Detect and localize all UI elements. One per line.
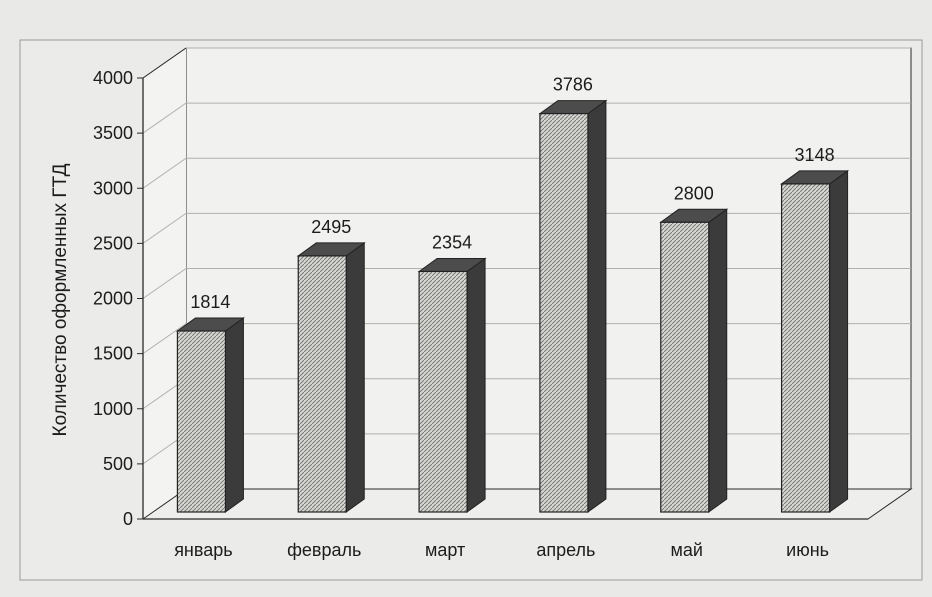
data-label: 2495 bbox=[311, 217, 351, 237]
gridline bbox=[142, 157, 911, 189]
x-tick-label: февраль bbox=[287, 540, 361, 560]
x-tick-label: март bbox=[425, 540, 465, 560]
bar-side bbox=[708, 208, 728, 513]
bar-group: 3148 bbox=[780, 145, 850, 513]
y-tick-label: 500 bbox=[103, 454, 133, 474]
y-tick-label: 1000 bbox=[93, 399, 133, 419]
bar-group: 1814 bbox=[175, 292, 245, 513]
y-tick-label: 3000 bbox=[93, 178, 133, 198]
bar bbox=[660, 221, 710, 513]
bar bbox=[176, 330, 227, 513]
y-tick-label: 4000 bbox=[93, 68, 133, 88]
bar-group: 3786 bbox=[538, 75, 608, 513]
bar-group: 2354 bbox=[417, 232, 487, 513]
bar bbox=[539, 112, 589, 513]
data-label: 2800 bbox=[674, 183, 714, 203]
bar-group: 2800 bbox=[659, 183, 729, 513]
y-tick-label: 1500 bbox=[93, 344, 133, 364]
gridline bbox=[142, 102, 911, 134]
data-label: 1814 bbox=[190, 292, 230, 312]
bar-side bbox=[224, 317, 244, 513]
bar-side bbox=[466, 257, 486, 513]
axis-edge bbox=[142, 47, 187, 79]
bar bbox=[418, 270, 468, 513]
gridline bbox=[142, 212, 911, 244]
y-tick-label: 0 bbox=[123, 509, 133, 529]
x-tick-label: январь bbox=[174, 540, 232, 560]
data-label: 3786 bbox=[553, 75, 593, 95]
bar-side bbox=[829, 169, 849, 513]
y-tick-label: 3500 bbox=[93, 123, 133, 143]
bar-group: 2495 bbox=[296, 217, 366, 513]
y-tick-label: 2000 bbox=[93, 289, 133, 309]
x-tick-label: май bbox=[671, 540, 703, 560]
bar bbox=[297, 255, 347, 513]
y-tick-label: 2500 bbox=[93, 233, 133, 253]
x-tick-label: июнь bbox=[786, 540, 829, 560]
x-tick-label: апрель bbox=[536, 540, 595, 560]
data-label: 2354 bbox=[432, 232, 472, 252]
data-label: 3148 bbox=[795, 145, 835, 165]
bar bbox=[780, 183, 831, 513]
bar-side bbox=[345, 241, 365, 513]
bar-side bbox=[587, 99, 607, 513]
y-axis-label: Количество оформленных ГТД bbox=[50, 163, 71, 436]
